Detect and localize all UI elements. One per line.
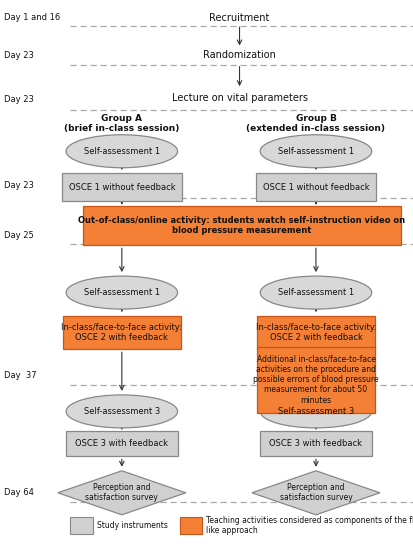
- Text: Day 23: Day 23: [4, 95, 34, 103]
- Text: Perception and
satisfaction survey: Perception and satisfaction survey: [280, 483, 352, 503]
- Text: OSCE 1 without feedback: OSCE 1 without feedback: [263, 183, 369, 191]
- Text: Additional in-class/face-to-face
activities on the procedure and
possible errors: Additional in-class/face-to-face activit…: [253, 354, 379, 405]
- Text: Out-of-class/online activity: students watch self-instruction video on
blood pre: Out-of-class/online activity: students w…: [78, 216, 405, 235]
- FancyBboxPatch shape: [256, 173, 376, 201]
- Text: Self-assessment 1: Self-assessment 1: [84, 288, 160, 297]
- Text: Self-assessment 3: Self-assessment 3: [278, 407, 354, 416]
- FancyBboxPatch shape: [257, 346, 375, 412]
- FancyBboxPatch shape: [260, 431, 372, 456]
- Text: Group B
(extended in-class session): Group B (extended in-class session): [247, 114, 385, 134]
- Text: Self-assessment 3: Self-assessment 3: [84, 407, 160, 416]
- Text: Recruitment: Recruitment: [209, 13, 270, 23]
- Text: Teaching activities considered as components of the flipped classroom-
like appr: Teaching activities considered as compon…: [206, 515, 413, 535]
- Text: Day 23: Day 23: [4, 51, 34, 59]
- Text: Study instruments: Study instruments: [97, 521, 168, 530]
- Ellipse shape: [260, 395, 372, 428]
- Text: Day 25: Day 25: [4, 231, 34, 240]
- Text: Day 1 and 16: Day 1 and 16: [4, 13, 60, 22]
- Text: Day 64: Day 64: [4, 488, 34, 497]
- FancyBboxPatch shape: [62, 173, 182, 201]
- FancyBboxPatch shape: [66, 431, 178, 456]
- Text: Self-assessment 1: Self-assessment 1: [84, 147, 160, 156]
- FancyBboxPatch shape: [180, 517, 202, 534]
- Text: Self-assessment 1: Self-assessment 1: [278, 147, 354, 156]
- FancyBboxPatch shape: [83, 206, 401, 245]
- Polygon shape: [252, 471, 380, 515]
- Text: In-class/face-to-face activity:
OSCE 2 with feedback: In-class/face-to-face activity: OSCE 2 w…: [256, 323, 376, 343]
- Text: Group A
(brief in-class session): Group A (brief in-class session): [64, 114, 180, 134]
- Text: OSCE 3 with feedback: OSCE 3 with feedback: [75, 439, 169, 448]
- Text: Perception and
satisfaction survey: Perception and satisfaction survey: [85, 483, 158, 503]
- Ellipse shape: [66, 276, 178, 309]
- FancyBboxPatch shape: [70, 517, 93, 534]
- Text: In-class/face-to-face activity:
OSCE 2 with feedback: In-class/face-to-face activity: OSCE 2 w…: [62, 323, 182, 343]
- Text: OSCE 1 without feedback: OSCE 1 without feedback: [69, 183, 175, 191]
- Ellipse shape: [66, 395, 178, 428]
- Text: Day 23: Day 23: [4, 182, 34, 190]
- FancyBboxPatch shape: [63, 316, 181, 349]
- Text: Self-assessment 1: Self-assessment 1: [278, 288, 354, 297]
- Text: Day  37: Day 37: [4, 371, 37, 380]
- Text: Randomization: Randomization: [203, 50, 276, 60]
- Polygon shape: [58, 471, 186, 515]
- Ellipse shape: [260, 135, 372, 168]
- Text: OSCE 3 with feedback: OSCE 3 with feedback: [269, 439, 363, 448]
- FancyBboxPatch shape: [257, 316, 375, 349]
- Text: Lecture on vital parameters: Lecture on vital parameters: [171, 93, 308, 103]
- Ellipse shape: [66, 135, 178, 168]
- Ellipse shape: [260, 276, 372, 309]
